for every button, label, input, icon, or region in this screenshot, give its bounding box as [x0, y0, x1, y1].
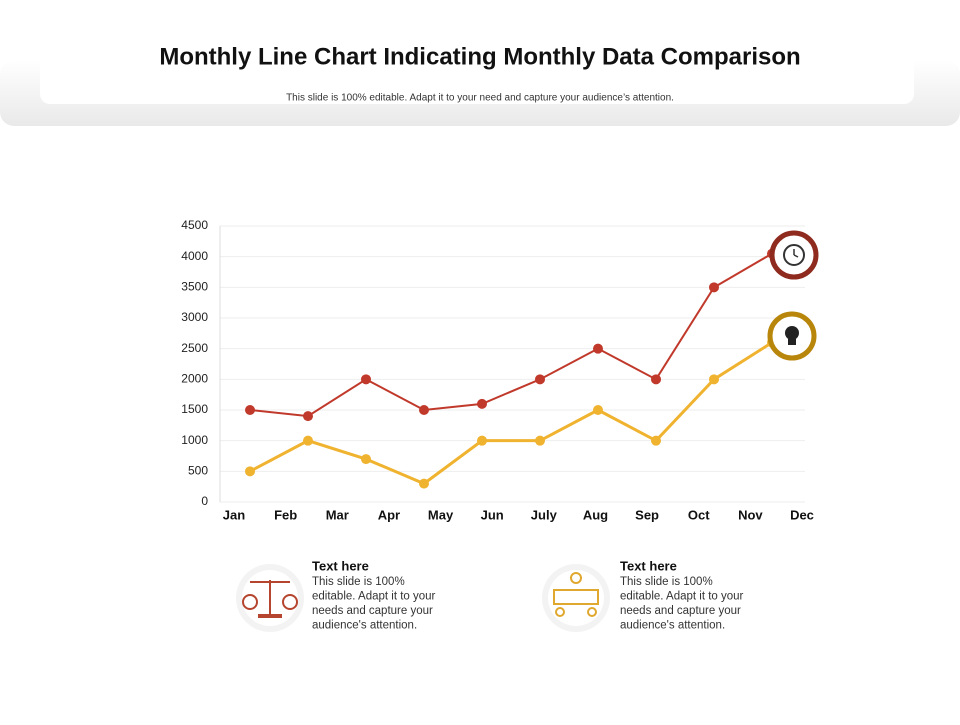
- note-body: editable. Adapt it to your: [312, 591, 436, 603]
- y-tick-label: 1500: [181, 402, 208, 416]
- chart-title: Monthly Line Chart Indicating Monthly Da…: [159, 43, 800, 70]
- x-tick-label: Jun: [481, 507, 504, 522]
- data-point: [303, 411, 313, 422]
- x-tick-label: May: [428, 507, 454, 522]
- y-tick-label: 4000: [181, 249, 208, 263]
- x-tick-label: Sep: [635, 507, 659, 522]
- note-body: needs and capture your: [620, 605, 741, 617]
- note-body: This slide is 100%: [620, 576, 713, 588]
- y-tick-label: 2000: [181, 372, 208, 386]
- data-point: [245, 466, 255, 477]
- data-point: [651, 435, 661, 446]
- data-point: [709, 282, 719, 293]
- x-tick-label: Oct: [688, 507, 710, 522]
- data-point: [593, 343, 603, 354]
- data-point: [593, 405, 603, 415]
- data-point: [303, 435, 313, 446]
- data-point: [535, 374, 545, 385]
- x-tick-label: July: [531, 507, 558, 522]
- meeting-icon: [542, 564, 610, 632]
- x-tick-label: Aug: [583, 507, 608, 522]
- bulb-icon: [767, 311, 817, 361]
- x-tick-label: Apr: [378, 507, 400, 522]
- scale-icon: [236, 564, 304, 632]
- series-line: [249, 252, 773, 418]
- data-point: [651, 374, 661, 385]
- y-tick-label: 500: [188, 464, 208, 478]
- data-point: [361, 374, 371, 385]
- plot: 0 500 1000 1500 2000 2500 3000 3500 4000 4500 Jan F…: [181, 218, 814, 522]
- note-body: editable. Adapt it to your: [620, 591, 744, 603]
- data-point: [477, 398, 487, 409]
- y-tick-label: 3500: [181, 280, 208, 294]
- data-point: [477, 435, 487, 446]
- data-point: [535, 435, 545, 446]
- y-tick-label: 1000: [181, 433, 208, 447]
- x-tick-label: Jan: [223, 507, 245, 522]
- y-tick-label: 2500: [181, 341, 208, 355]
- x-tick-label: Mar: [326, 507, 349, 522]
- data-point: [419, 478, 429, 489]
- data-point: [709, 374, 719, 385]
- x-tick-label: Dec: [790, 507, 814, 522]
- note-heading: Text here: [312, 558, 369, 573]
- y-tick-label: 3000: [181, 310, 208, 324]
- note-body: This slide is 100%: [312, 576, 405, 588]
- series-line: [249, 341, 773, 486]
- data-point: [245, 405, 255, 415]
- x-tick-label: Nov: [738, 507, 763, 522]
- data-point: [419, 405, 429, 415]
- header-card: [40, 20, 914, 104]
- note-body: needs and capture your: [312, 605, 433, 617]
- notes: This slide is 100% editable. Adapt it to …: [312, 576, 744, 632]
- subtitle: This slide is 100% editable. Adapt it to…: [286, 93, 674, 104]
- note-body: audience's attention.: [312, 620, 417, 632]
- note-heading: Text here: [620, 558, 677, 573]
- y-tick-label: 4500: [181, 218, 208, 232]
- note-body: audience's attention.: [620, 620, 725, 632]
- clock-icon: [769, 230, 819, 280]
- data-point: [361, 454, 371, 465]
- y-tick-label: 0: [201, 494, 208, 508]
- x-tick-label: Feb: [274, 507, 297, 522]
